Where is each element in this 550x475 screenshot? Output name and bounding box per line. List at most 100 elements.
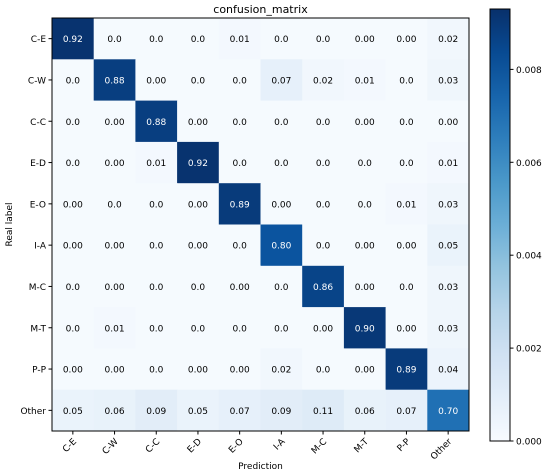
y-tick-label: C-W	[28, 76, 46, 86]
heatmap-cell	[218, 59, 261, 102]
heatmap-cell	[135, 100, 178, 143]
heatmap-cell	[218, 307, 261, 349]
heatmap-cell	[218, 183, 261, 225]
heatmap-cell	[135, 183, 178, 225]
cell-value-label: 0.0	[316, 159, 331, 169]
cell-value-label: 0.0	[149, 242, 164, 252]
cell-value-label: 0.03	[438, 76, 458, 86]
y-tick-label: C-E	[31, 35, 47, 45]
heatmap-cell	[385, 141, 428, 184]
heatmap-cell	[93, 183, 136, 225]
heatmap-cell	[177, 307, 220, 349]
heatmap-cell	[343, 100, 387, 143]
heatmap-cell	[427, 183, 470, 225]
cell-value-label: 0.86	[313, 283, 333, 293]
cell-value-label: 0.00	[63, 242, 83, 252]
heatmap-cell	[427, 348, 470, 391]
cell-value-label: 0.89	[396, 366, 416, 376]
colorbar-ticks: 0.000 0.002 0.004 0.006 0.008	[510, 66, 542, 448]
cell-value-label: 0.70	[438, 407, 458, 417]
y-tick-label: C-C	[30, 118, 46, 128]
y-tick-label: M-T	[30, 324, 46, 334]
heatmap-cell	[260, 348, 303, 391]
cell-value-label: 0.05	[438, 242, 458, 252]
x-tick-label: P-P	[396, 437, 413, 454]
cell-value-label: 0.11	[313, 407, 333, 417]
heatmap-cell-labels: 0.92 0.0 0.0 0.0 0.01 0.0 0.0 0.00 0.00 0.02 0.0 0.…	[63, 35, 459, 417]
cell-value-label: 0.00	[355, 283, 375, 293]
heatmap-cell	[93, 389, 136, 432]
heatmap-cell	[302, 59, 345, 102]
heatmap-cell	[260, 265, 303, 308]
cell-value-label: 0.00	[396, 324, 416, 334]
heatmap-cell	[52, 100, 95, 143]
cell-value-label: 0.92	[188, 159, 208, 169]
cell-value-label: 0.00	[230, 283, 250, 293]
x-tick-label: C-C	[144, 437, 162, 455]
heatmap-cell	[302, 348, 345, 391]
cell-value-label: 0.88	[105, 76, 125, 86]
cell-value-label: 0.0	[316, 366, 331, 376]
cell-value-label: 0.00	[313, 324, 333, 334]
heatmap-cell	[343, 18, 387, 60]
heatmap-cell	[218, 18, 261, 60]
cell-value-label: 0.00	[105, 242, 125, 252]
heatmap-cell	[343, 348, 387, 391]
heatmap-cell	[427, 307, 470, 349]
cell-value-label: 0.00	[271, 200, 291, 210]
x-tick-label: C-E	[61, 437, 79, 455]
cell-value-label: 0.0	[149, 35, 164, 45]
heatmap-cell	[177, 18, 220, 60]
heatmap-cell	[52, 389, 95, 432]
cell-value-label: 0.0	[66, 118, 81, 128]
cell-value-label: 0.00	[396, 35, 416, 45]
cell-value-label: 0.0	[66, 324, 81, 334]
cell-value-label: 0.00	[105, 366, 125, 376]
heatmap-cell	[302, 265, 345, 308]
heatmap-cells	[52, 18, 470, 432]
heatmap-cell	[93, 265, 136, 308]
heatmap-cell	[343, 389, 387, 432]
cell-value-label: 0.00	[438, 118, 458, 128]
heatmap-cell	[385, 100, 428, 143]
cell-value-label: 0.0	[149, 324, 164, 334]
y-tick-label: E-D	[30, 159, 46, 169]
cell-value-label: 0.00	[355, 118, 375, 128]
cell-value-label: 0.01	[396, 200, 416, 210]
heatmap-cell	[427, 100, 470, 143]
chart-title: confusion_matrix	[213, 3, 308, 16]
x-tick-label: M-C	[310, 437, 329, 456]
cell-value-label: 0.00	[105, 283, 125, 293]
heatmap-cell	[135, 18, 178, 60]
cell-value-label: 0.0	[107, 35, 122, 45]
x-tick-label: I-A	[272, 436, 288, 452]
cell-value-label: 0.0	[399, 283, 414, 293]
heatmap-cell	[385, 18, 428, 60]
heatmap-cell	[343, 265, 387, 308]
heatmap-cell	[343, 307, 387, 349]
cell-value-label: 0.0	[232, 76, 247, 86]
cell-value-label: 0.0	[399, 76, 414, 86]
y-tick-label: M-C	[29, 283, 46, 293]
heatmap-cell	[52, 59, 95, 102]
heatmap-cell	[385, 224, 428, 267]
cell-value-label: 0.01	[230, 35, 250, 45]
cell-value-label: 0.0	[191, 35, 206, 45]
heatmap-cell	[52, 224, 95, 267]
heatmap-cell	[343, 183, 387, 225]
cell-value-label: 0.00	[230, 366, 250, 376]
cell-value-label: 0.01	[105, 324, 125, 334]
cell-value-label: 0.00	[63, 200, 83, 210]
cell-value-label: 0.0	[274, 283, 289, 293]
y-tick-label: P-P	[32, 366, 46, 376]
cell-value-label: 0.0	[274, 118, 289, 128]
heatmap-cell	[135, 224, 178, 267]
heatmap-cell	[427, 59, 470, 102]
heatmap-cell	[343, 141, 387, 184]
cell-value-label: 0.05	[63, 407, 83, 417]
heatmap-cell	[52, 307, 95, 349]
heatmap-cell	[385, 59, 428, 102]
cell-value-label: 0.0	[66, 159, 81, 169]
cell-value-label: 0.07	[396, 407, 416, 417]
heatmap-cell	[302, 224, 345, 267]
